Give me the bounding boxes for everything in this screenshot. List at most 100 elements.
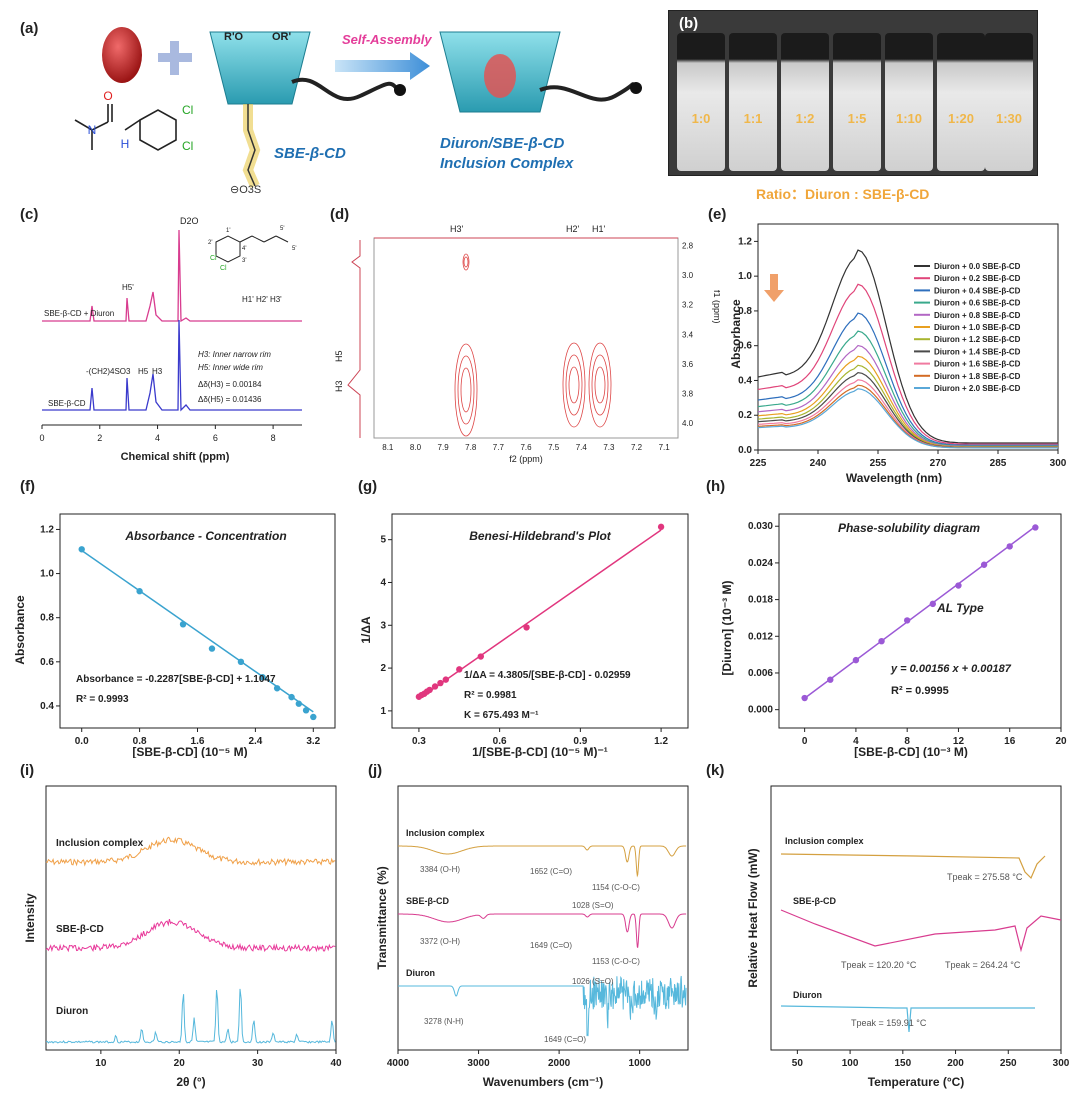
x-tick-label: 7.2 (631, 443, 643, 452)
svg-text:Diuron: Diuron (793, 990, 822, 1000)
panel-a-scheme: O N H Cl Cl R'O OR' ⊖O3S SBE-β-CD Self-A… (74, 27, 642, 196)
data-point (477, 653, 484, 660)
data-point (801, 694, 808, 702)
svg-text:Tpeak = 264.24 °C: Tpeak = 264.24 °C (945, 960, 1021, 970)
panel-label-h: (h) (706, 478, 726, 495)
y-tick-label: 1.0 (738, 271, 752, 282)
uv-series-line (757, 283, 1058, 445)
svg-text:3384 (O-H): 3384 (O-H) (420, 865, 460, 874)
data-point (437, 679, 444, 687)
panel-c-nmr: 0 2 4 6 8 SBE-β-CD + Diuron SBE-β-CD D2O H5'… (39, 216, 302, 463)
x-tick-label: 1.2 (654, 736, 668, 747)
y-tick-label: 0.012 (748, 631, 773, 642)
svg-text:H: H (121, 137, 130, 151)
y-tick-label: 0.0 (738, 445, 752, 456)
svg-text:Temperature (°C): Temperature (°C) (868, 1075, 965, 1089)
svg-text:O: O (103, 89, 112, 103)
svg-text:1652 (C=O): 1652 (C=O) (530, 867, 572, 876)
panel-j-ftir: Inclusion complex SBE-β-CD Diuron 3384 (… (375, 785, 689, 1089)
data-point (136, 588, 143, 595)
data-point (179, 621, 187, 628)
plot-frame (757, 223, 1059, 451)
x-tick-label: 7.5 (548, 443, 560, 452)
x-tick-label: 200 (947, 1058, 964, 1069)
x-tick-label: 2000 (548, 1058, 571, 1069)
x-tick-label: 7.3 (603, 443, 615, 452)
plot-frame (391, 513, 689, 729)
x-tick-label: 300 (1053, 1058, 1070, 1069)
arrow-down-icon (764, 274, 784, 302)
ftir-trace-diuron (398, 975, 687, 1037)
sbe-cyclodextrin-cup (209, 31, 311, 105)
svg-text:H5: H5 (334, 350, 344, 362)
svg-text:3372 (O-H): 3372 (O-H) (420, 937, 460, 946)
data-point (237, 658, 245, 666)
svg-text:Tpeak = 275.58 °C: Tpeak = 275.58 °C (947, 872, 1023, 882)
y-tick-label: 1.2 (738, 236, 752, 247)
svg-text:1/ΔA: 1/ΔA (359, 616, 373, 644)
y-tick-label: 3.2 (682, 301, 694, 310)
svg-text:Intensity: Intensity (23, 893, 37, 943)
svg-text:5': 5' (292, 246, 296, 252)
svg-text:1153 (C-O-C): 1153 (C-O-C) (592, 957, 640, 966)
svg-text:Tpeak = 120.20 °C: Tpeak = 120.20 °C (841, 960, 917, 970)
plus-icon (158, 41, 192, 75)
panel-i-xrd: Inclusion complex SBE-β-CD Diuron 10 20 30… (23, 785, 342, 1089)
data-point (523, 624, 530, 631)
x-tick-label: 8.0 (410, 443, 422, 452)
svg-text:f1 (ppm): f1 (ppm) (712, 290, 720, 324)
data-point (259, 674, 266, 681)
y-tick-label: 3.4 (682, 330, 694, 339)
x-tick-label: 6 (213, 433, 218, 443)
y-tick-label: 2 (380, 663, 386, 674)
panel-e-uv: 225 240 255 270 285 3000.00.20.40.60.81.01.2 … (729, 223, 1067, 484)
panel-label-c: (c) (20, 206, 39, 223)
data-point (827, 676, 834, 683)
x-tick-label: 225 (750, 458, 767, 469)
arrow-right-icon (335, 52, 430, 80)
svg-text:Inclusion complex: Inclusion complex (785, 836, 864, 846)
nmr-trace-complex (42, 229, 302, 323)
svg-text:1028 (S=O): 1028 (S=O) (572, 901, 614, 910)
x-tick-label: 0.8 (133, 736, 147, 747)
svg-text:Δδ(H5) = 0.01436: Δδ(H5) = 0.01436 (198, 395, 262, 404)
svg-text:1649 (C=O): 1649 (C=O) (544, 1035, 586, 1044)
svg-text:Chemical shift (ppm): Chemical shift (ppm) (121, 451, 230, 463)
x-tick-label: 0.6 (493, 736, 507, 747)
x-tick-label: 10 (95, 1058, 107, 1069)
svg-text:K = 675.493 M⁻¹: K = 675.493 M⁻¹ (464, 710, 539, 721)
vial: 1:2 (781, 33, 829, 171)
data-point (288, 693, 295, 701)
panel-label-i: (i) (20, 762, 35, 779)
svg-text:Cl: Cl (220, 265, 227, 272)
svg-text:⊖O3S: ⊖O3S (230, 184, 261, 196)
uv-series-line (757, 249, 1058, 444)
legend-entry: Diuron + 0.6 SBE-β-CD (934, 299, 1021, 308)
svg-text:R² = 0.9981: R² = 0.9981 (464, 690, 517, 701)
svg-text:AL Type: AL Type (936, 601, 984, 615)
svg-text:Self-Assembly: Self-Assembly (342, 32, 432, 47)
x-tick-label: 40 (330, 1058, 342, 1069)
y-tick-label: 4 (380, 577, 386, 588)
svg-text:H3: Inner narrow rim: H3: Inner narrow rim (198, 350, 271, 359)
y-tick-label: 3.0 (682, 271, 694, 280)
svg-text:1/ΔA = 4.3805/[SBE-β-CD] - 0.0: 1/ΔA = 4.3805/[SBE-β-CD] - 0.02959 (464, 670, 631, 681)
svg-text:1649 (C=O): 1649 (C=O) (530, 941, 572, 950)
svg-text:SBE-β-CD: SBE-β-CD (793, 896, 836, 906)
x-tick-label: 12 (953, 736, 965, 747)
x-tick-label: 3000 (467, 1058, 490, 1069)
data-point (878, 637, 885, 645)
y-tick-label: 0.8 (40, 613, 54, 624)
data-point (431, 683, 439, 690)
x-tick-label: 100 (842, 1058, 859, 1069)
svg-text:Diuron/SBE-β-CD: Diuron/SBE-β-CD (440, 135, 564, 152)
legend-entry: Diuron + 1.0 SBE-β-CD (934, 323, 1021, 332)
svg-text:SBE-β-CD: SBE-β-CD (56, 924, 104, 935)
panel-label-j: (j) (368, 762, 383, 779)
y-tick-label: 0.2 (738, 410, 752, 421)
vial: 1:0 (677, 33, 725, 171)
x-tick-label: 16 (1004, 736, 1016, 747)
x-tick-label: 270 (930, 458, 947, 469)
y-tick-label: 0.6 (738, 341, 752, 352)
data-point (903, 617, 911, 624)
